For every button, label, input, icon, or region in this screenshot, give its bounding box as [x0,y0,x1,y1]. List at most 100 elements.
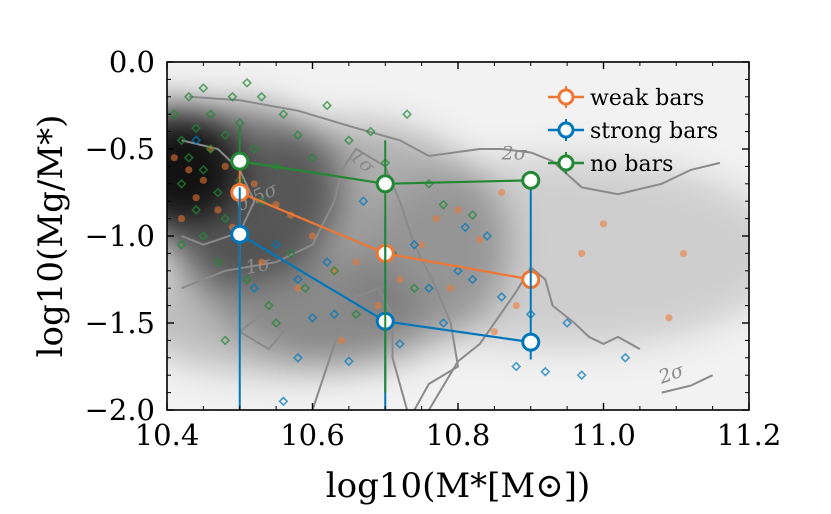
point-weak-21 [476,235,484,244]
point-strong-10 [394,338,405,349]
point-nobar-8 [198,231,209,241]
x-tick-label-2: 10.8 [426,418,491,452]
point-nobar-29 [322,100,332,111]
point-nobar-19 [249,144,260,154]
point-nobar-14 [220,213,231,224]
contour-0 [181,139,256,246]
point-nobar-44 [198,83,209,94]
point-weak-28 [679,249,688,257]
median-marker-strong-2 [521,332,541,352]
point-nobar-15 [227,91,238,102]
contour-5 [428,265,641,410]
point-nobar-9 [205,109,216,120]
point-nobar-32 [351,309,362,320]
contour-3 [239,313,285,351]
point-strong-15 [460,222,471,233]
point-nobar-26 [293,130,303,141]
legend-label-weak: weak bars [590,86,704,111]
point-weak-30 [257,258,266,266]
point-weak-18 [432,215,440,223]
y-tick-label-0: 0.0 [109,45,155,79]
median-marker-nobar-0 [230,151,250,171]
legend-marker-strong [557,121,575,139]
point-nobar-28 [307,152,318,163]
point-strong-21 [540,366,551,377]
point-nobar-30 [329,265,340,276]
point-strong-12 [423,283,434,294]
point-weak-19 [447,284,455,292]
point-strong-2 [249,283,260,294]
median-lines [230,126,541,410]
point-strong-14 [453,265,463,276]
point-strong-26 [329,309,340,320]
legend-label-nobar: no bars [590,152,673,177]
point-nobar-7 [198,164,209,175]
point-weak-14 [352,258,360,266]
point-nobar-12 [212,257,223,268]
contour-4 [188,95,721,196]
point-nobar-37 [409,283,420,294]
point-weak-23 [490,328,498,336]
y-tick-label-4: −2.0 [85,393,155,427]
point-weak-7 [250,180,258,188]
y-tick-label-3: −1.5 [85,306,155,340]
contour-6 [661,374,714,394]
x-tick-label-0: 10.4 [135,418,200,452]
point-strong-0 [191,135,202,146]
y-axis-label: log10(Mg/M*) [31,115,71,358]
point-weak-13 [330,267,338,275]
axis-ticks [166,61,750,411]
point-nobar-31 [343,135,354,146]
point-nobar-24 [278,109,289,120]
point-strong-3 [271,239,282,250]
point-strong-5 [307,312,318,323]
point-strong-25 [278,396,289,407]
point-nobar-22 [263,300,274,311]
point-nobar-41 [220,335,231,346]
legend: weak bars strong bars no bars [548,86,718,177]
point-strong-7 [343,356,354,367]
point-nobar-2 [176,178,187,189]
point-nobar-11 [212,187,223,198]
point-nobar-25 [285,248,296,259]
point-weak-2 [199,176,207,184]
contour-label-0: 1σ [243,252,273,279]
point-strong-4 [293,274,303,285]
point-strong-27 [293,352,303,363]
y-tick-label-1: −0.5 [85,132,155,166]
point-strong-24 [620,352,631,363]
point-nobar-42 [176,239,187,250]
x-tick-labels: 10.4 10.6 10.8 11.0 11.2 [135,418,782,452]
point-weak-1 [192,194,200,202]
point-weak-12 [308,232,317,240]
x-tick-label-4: 11.2 [717,418,782,452]
contour-label-3: 2σ [501,142,528,164]
point-nobar-10 [205,144,216,154]
point-strong-13 [438,318,449,328]
median-marker-nobar-1 [375,174,395,194]
point-weak-27 [665,314,673,322]
x-axis-label: log10(M*[M⊙]) [326,466,591,506]
legend-marker-nobar [557,154,575,172]
point-weak-0 [185,166,193,174]
point-strong-23 [576,370,587,381]
median-marker-strong-0 [230,224,250,244]
point-nobar-40 [467,210,478,221]
point-weak-9 [170,154,178,162]
point-weak-3 [207,145,215,153]
scatter-points [169,77,688,407]
point-nobar-20 [256,91,267,102]
point-weak-16 [396,275,404,284]
point-nobar-5 [191,123,202,134]
point-weak-15 [374,302,382,310]
density-blob-4 [167,253,422,376]
point-nobar-13 [220,130,231,141]
median-marker-nobar-2 [521,170,541,190]
point-nobar-3 [183,91,194,102]
point-weak-20 [454,206,462,214]
x-tick-label-3: 11.0 [571,418,636,452]
point-strong-6 [322,257,332,268]
point-nobar-27 [300,283,311,294]
point-strong-8 [358,196,369,207]
